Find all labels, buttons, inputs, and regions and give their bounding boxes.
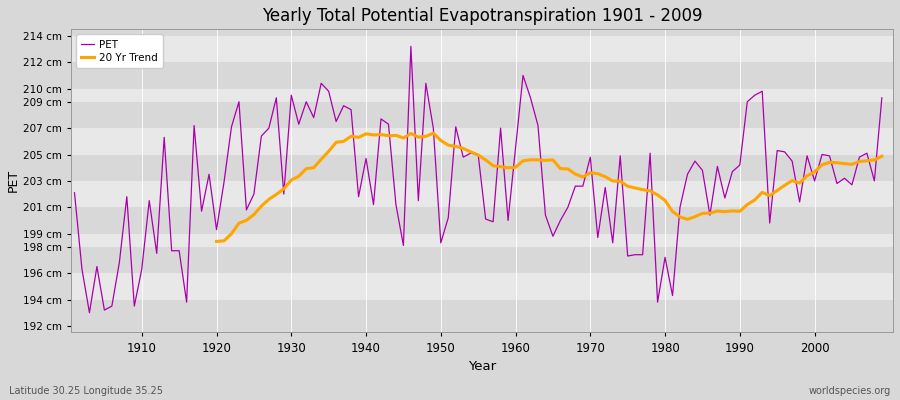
Bar <box>71 62 893 88</box>
PET <box>406 44 417 49</box>
20 Yr Trend <box>301 166 311 171</box>
20 Yr Trend <box>212 239 222 244</box>
Bar <box>71 181 893 207</box>
20 Yr Trend <box>682 217 693 222</box>
20 Yr Trend <box>877 154 887 159</box>
20 Yr Trend <box>854 159 865 164</box>
20 Yr Trend <box>787 178 797 183</box>
Bar <box>71 300 893 326</box>
Title: Yearly Total Potential Evapotranspiration 1901 - 2009: Yearly Total Potential Evapotranspiratio… <box>262 7 702 25</box>
Bar <box>71 154 893 181</box>
Bar <box>71 273 893 300</box>
Line: PET: PET <box>75 46 882 313</box>
PET <box>69 190 80 195</box>
PET <box>301 99 311 104</box>
Text: worldspecies.org: worldspecies.org <box>809 386 891 396</box>
PET <box>84 310 94 315</box>
20 Yr Trend <box>413 135 424 140</box>
Y-axis label: PET: PET <box>7 169 20 192</box>
Line: 20 Yr Trend: 20 Yr Trend <box>217 133 882 241</box>
PET <box>525 96 535 100</box>
Bar <box>71 207 893 234</box>
PET <box>346 107 356 112</box>
Bar <box>71 128 893 154</box>
PET <box>518 73 528 78</box>
PET <box>877 96 887 100</box>
Text: Latitude 30.25 Longitude 35.25: Latitude 30.25 Longitude 35.25 <box>9 386 163 396</box>
Bar <box>71 247 893 273</box>
20 Yr Trend <box>428 131 438 136</box>
20 Yr Trend <box>772 188 783 193</box>
X-axis label: Year: Year <box>468 360 496 373</box>
Bar <box>71 88 893 102</box>
Bar <box>71 102 893 128</box>
PET <box>137 267 148 272</box>
PET <box>615 154 626 158</box>
Legend: PET, 20 Yr Trend: PET, 20 Yr Trend <box>76 34 163 68</box>
Bar <box>71 234 893 247</box>
Bar <box>71 36 893 62</box>
